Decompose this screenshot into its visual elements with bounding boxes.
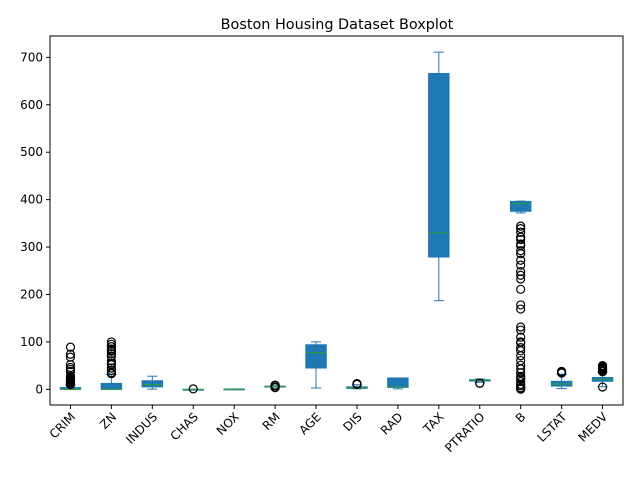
box-body-tax [428,72,450,258]
x-tick-label: AGE [296,410,323,437]
flier-b [516,343,526,353]
box-b [509,200,532,394]
flier-lstat [557,366,567,376]
flier-b [516,227,526,237]
flier-b [516,300,526,310]
box-nox [223,388,245,391]
flier-zn [106,358,116,368]
x-tick-label: RM [260,410,283,433]
box-marks [59,51,614,394]
box-rad [387,377,409,390]
flier-b [516,325,526,335]
flier-crim [65,352,76,362]
x-tick-label: CRIM [47,410,79,442]
box-tax [428,51,450,302]
flier-ptratio [475,378,485,388]
box-medv [591,361,614,392]
box-lstat [550,366,573,390]
flier-chas [188,384,198,394]
flier-zn [106,342,116,352]
y-tick-label: 600 [20,98,43,112]
flier-b [516,234,526,245]
flier-zn [106,344,116,354]
flier-b [516,255,526,265]
flier-dis [352,379,362,389]
x-tick-label: CHAS [168,410,201,443]
x-tick-label: RAD [378,410,406,438]
flier-b [516,266,526,277]
flier-b [516,337,526,347]
x-tick-label: PTRATIO [442,410,487,455]
x-tick-label: INDUS [123,410,160,447]
flier-medv [597,361,608,371]
box-zn [100,337,123,390]
flier-zn [106,365,116,375]
box-body-indus [141,380,164,388]
flier-b [516,270,526,280]
y-tick-label: 700 [20,50,43,64]
box-chas [182,384,204,394]
flier-b [516,360,526,370]
box-crim [59,342,82,390]
flier-zn [106,356,116,366]
box-ptratio [469,378,491,388]
x-tick-label: DIS [340,410,364,434]
flier-medv [597,382,608,392]
flier-zn [106,349,116,359]
x-tick-label: MEDV [576,409,611,444]
box-body-rad [387,377,409,388]
y-tick-label: 500 [20,145,43,159]
y-tick-label: 100 [20,335,43,349]
axes: 0 100 200 300 400 500 600 700 CRIM ZN INDUS CHAS NOX… [20,50,611,455]
flier-b [516,239,526,249]
y-tick-label: 400 [20,193,43,207]
flier-b [516,260,526,270]
flier-zn [106,363,116,373]
flier-b [516,304,526,314]
flier-b [516,355,526,366]
x-tick-label: NOX [214,410,242,438]
flier-rm [270,380,280,390]
chart-title: Boston Housing Dataset Boxplot [221,17,454,33]
box-dis [346,379,368,390]
x-tick-label: B [513,410,529,426]
flier-zn [106,351,116,361]
box-body-zn [100,382,123,390]
flier-crim [65,362,76,373]
flier-b [516,371,526,381]
plot-frame [49,35,624,406]
box-body-b [509,200,532,212]
x-tick-label: TAX [420,410,447,437]
y-tick-label: 300 [20,240,43,254]
flier-b [516,224,526,234]
box-body-age [305,344,327,369]
flier-b [516,246,526,256]
x-tick-label: LSTAT [535,409,570,444]
flier-zn [106,337,116,347]
box-rm [264,380,286,393]
box-age [305,341,327,389]
y-tick-label: 200 [20,287,43,301]
flier-crim [65,342,76,352]
flier-b [516,284,526,294]
flier-zn [106,339,116,349]
x-tick-label: ZN [97,410,119,432]
flier-crim [65,349,76,359]
flier-b [516,322,526,332]
flier-b [516,376,526,387]
flier-b [516,332,526,342]
flier-b [516,221,526,231]
y-tick-label: 0 [35,382,43,396]
box-indus [141,375,164,390]
